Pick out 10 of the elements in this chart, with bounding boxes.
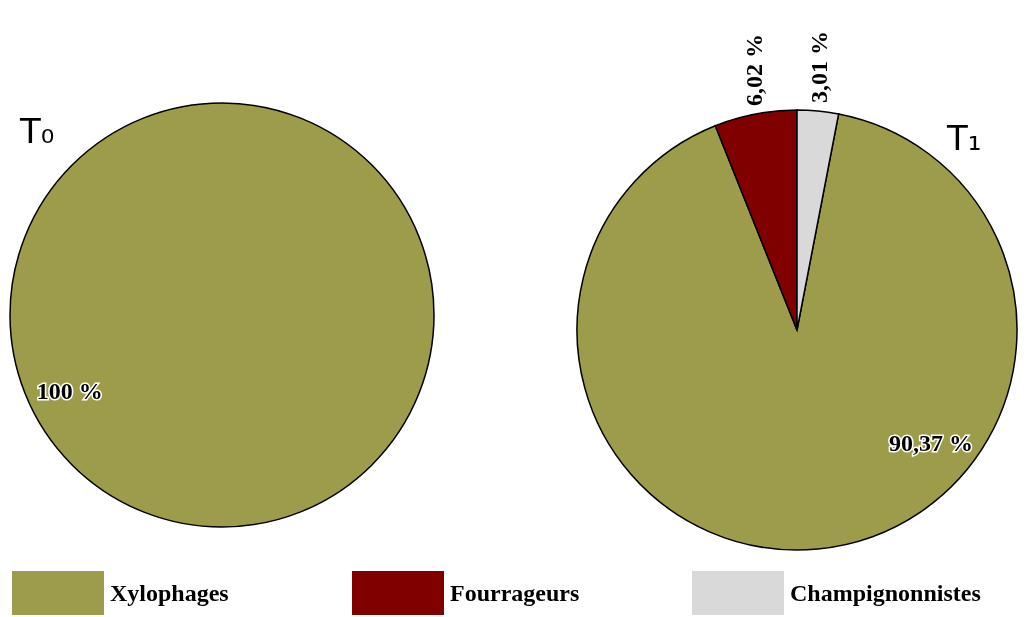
legend-label: Champignonnistes [790,580,981,606]
data-label: 90,37 % [889,429,974,456]
data-label: 3,01 % [806,31,833,104]
data-label: 100 % [36,377,103,404]
legend-label: Fourrageurs [450,580,580,606]
data-label: 6,02 % [741,34,768,107]
text: T₁ [946,118,982,158]
chart-title: T₀ [19,111,55,151]
pie-slice [576,113,1018,551]
legend-label: Xylophages [110,580,229,606]
